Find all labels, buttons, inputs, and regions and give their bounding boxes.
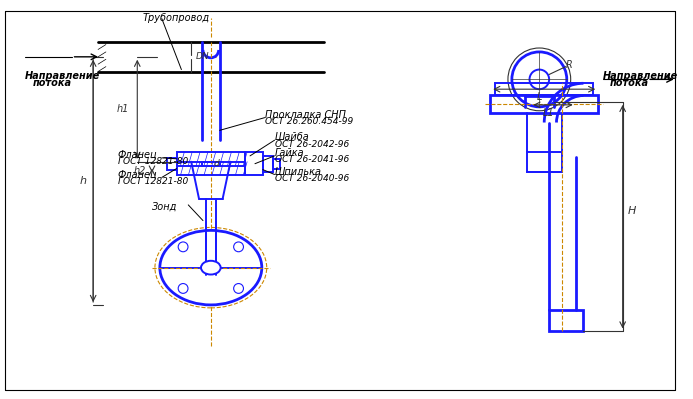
Text: L1: L1 [543, 108, 554, 118]
Bar [527, 152, 562, 172]
Text: потока: потока [610, 78, 649, 88]
Circle shape [234, 242, 243, 252]
Text: Направление: Направление [603, 71, 678, 81]
Text: DN: DN [196, 52, 210, 61]
Bar [167, 158, 177, 170]
Circle shape [512, 52, 567, 107]
Ellipse shape [155, 227, 267, 308]
Text: Шайба: Шайба [274, 132, 309, 142]
Circle shape [178, 284, 188, 293]
Text: ОСТ 26-2042-96: ОСТ 26-2042-96 [274, 140, 349, 148]
Text: Зонд: Зонд [152, 202, 177, 212]
Text: ОСТ 26-2040-96: ОСТ 26-2040-96 [274, 174, 349, 183]
Text: h: h [80, 176, 87, 186]
Ellipse shape [160, 230, 262, 305]
Circle shape [178, 242, 188, 252]
Bar [549, 310, 584, 332]
Text: Направление: Направление [24, 71, 100, 81]
Text: потока: потока [33, 78, 71, 88]
Text: Гайка: Гайка [274, 148, 304, 158]
Bar [245, 152, 263, 176]
Text: Трубопровод: Трубопровод [142, 13, 209, 23]
Text: Шпилька: Шпилька [274, 166, 322, 176]
Ellipse shape [201, 261, 220, 275]
Bar [495, 83, 593, 95]
Bar [263, 156, 272, 172]
Text: d: d [213, 159, 220, 168]
Text: ГОСТ 12821-80: ГОСТ 12821-80 [118, 157, 188, 166]
Text: Прокладка СНП: Прокладка СНП [265, 110, 346, 120]
Text: R: R [565, 60, 572, 70]
Text: Фланец: Фланец [118, 170, 157, 180]
Text: H: H [628, 206, 636, 216]
Circle shape [529, 69, 549, 89]
Text: h2: h2 [134, 166, 146, 176]
Bar [490, 95, 598, 113]
Text: L: L [536, 92, 542, 102]
Bar [272, 159, 281, 169]
Text: ОСТ 26.260.454-99: ОСТ 26.260.454-99 [265, 117, 353, 126]
Polygon shape [191, 162, 231, 199]
Text: Фланец: Фланец [118, 150, 157, 160]
Text: h1: h1 [117, 104, 130, 114]
Bar [202, 162, 220, 166]
Bar [177, 162, 245, 176]
Circle shape [234, 284, 243, 293]
Text: ГОСТ 12821-80: ГОСТ 12821-80 [118, 177, 188, 186]
Bar [177, 152, 245, 166]
Text: ОСТ 26-2041-96: ОСТ 26-2041-96 [274, 155, 349, 164]
